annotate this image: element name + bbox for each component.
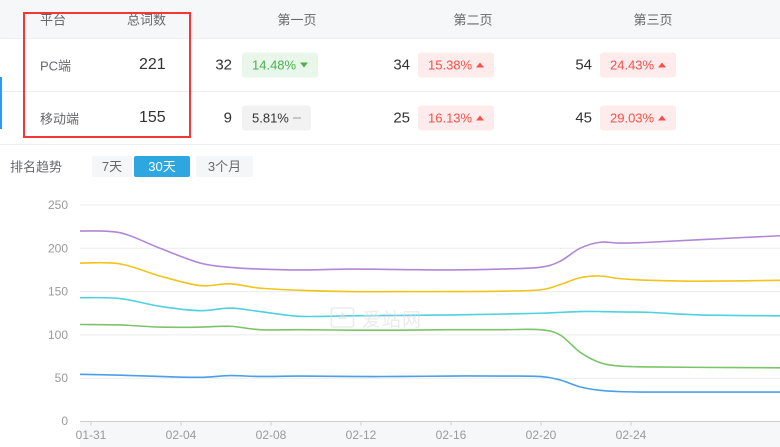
svg-text:150: 150: [48, 285, 68, 299]
svg-text:02-12: 02-12: [346, 428, 377, 442]
svg-text:02-20: 02-20: [526, 428, 557, 442]
svg-text:02-04: 02-04: [166, 428, 197, 442]
svg-text:0: 0: [61, 414, 68, 428]
svg-text:01-31: 01-31: [76, 428, 107, 442]
svg-text:02-08: 02-08: [256, 428, 287, 442]
svg-text:100: 100: [48, 328, 68, 342]
svg-text:200: 200: [48, 241, 68, 255]
svg-text:02-16: 02-16: [436, 428, 467, 442]
svg-text:02-24: 02-24: [616, 428, 647, 442]
svg-text:250: 250: [48, 198, 68, 212]
svg-text:50: 50: [55, 371, 69, 385]
